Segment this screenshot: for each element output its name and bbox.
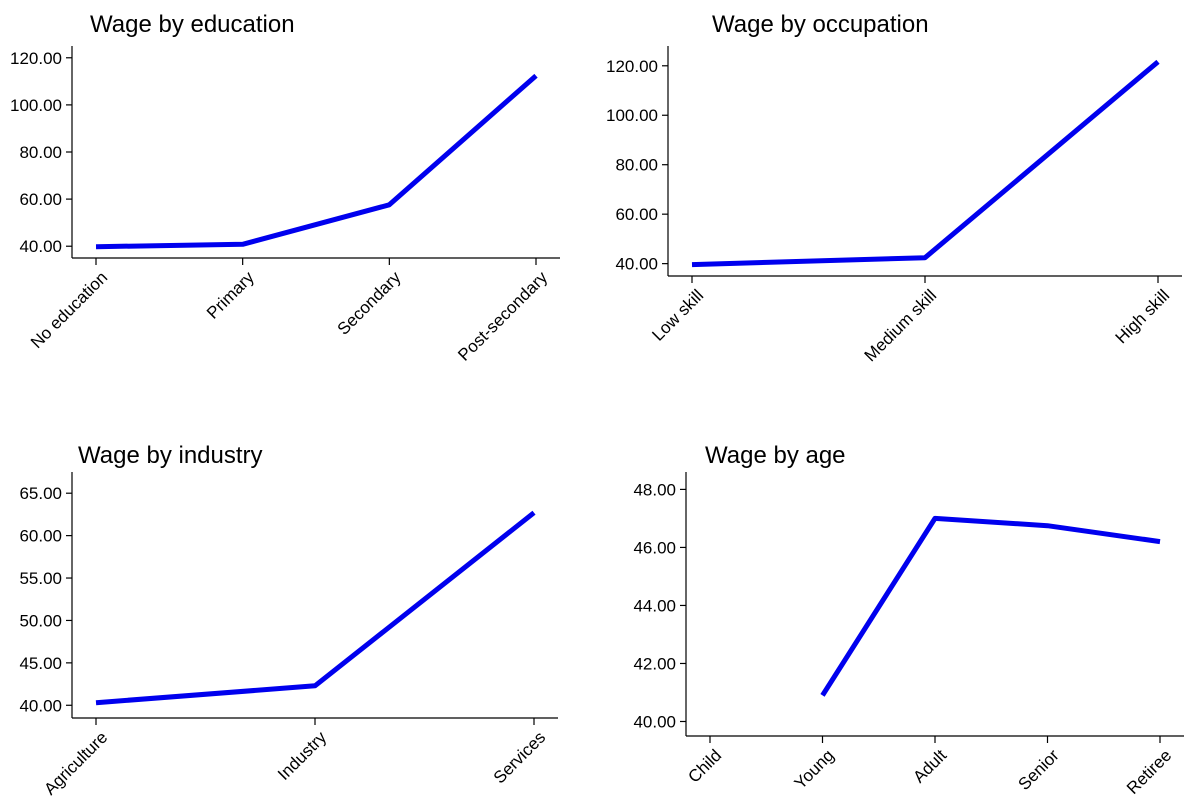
y-tick-label: 40.00	[615, 255, 658, 274]
x-tick-label: Retiree	[1123, 746, 1175, 798]
y-tick-label: 44.00	[633, 596, 676, 615]
x-tick-label: Low skill	[648, 286, 707, 345]
y-tick-label: 40.00	[633, 712, 676, 731]
y-tick-label: 42.00	[633, 654, 676, 673]
series-line	[95, 510, 536, 706]
y-tick-label: 50.00	[19, 611, 62, 630]
chart-title: Wage by education	[90, 11, 295, 38]
x-tick-label: Primary	[203, 267, 258, 322]
y-tick-label: 40.00	[19, 237, 62, 256]
y-tick-label: 40.00	[19, 696, 62, 715]
x-tick-label: Young	[791, 746, 838, 793]
x-tick-label: Services	[490, 728, 550, 788]
chart-title: Wage by occupation	[712, 11, 929, 38]
chart-panel-1: Wage by education 40.00 60.00 80.00 100.00 12…	[10, 11, 560, 365]
x-tick-label: Child	[684, 746, 725, 787]
series-line	[820, 515, 1161, 697]
x-tick-label: Post-secondary	[454, 267, 551, 364]
y-tick-label: 55.00	[19, 569, 62, 588]
chart-panel-2: Wage by occupation 40.00 60.00 80.00 100.00 1…	[606, 11, 1182, 365]
x-tick-label: Secondary	[334, 267, 405, 338]
chart-title: Wage by age	[705, 442, 846, 469]
chart-panel-3: Wage by industry 40.00 45.00 50.00 55.00 60.0…	[19, 442, 558, 799]
y-tick-label: 100.00	[606, 106, 658, 125]
y-tick-label: 65.00	[19, 484, 62, 503]
series-line	[691, 59, 1160, 268]
y-tick-label: 120.00	[10, 49, 62, 68]
x-tick-label: Medium skill	[861, 286, 941, 366]
y-tick-label: 46.00	[633, 538, 676, 557]
x-tick-label: High skill	[1112, 286, 1174, 348]
x-tick-label: Agriculture	[40, 728, 111, 799]
y-tick-label: 100.00	[10, 96, 62, 115]
x-tick-label: Industry	[274, 727, 331, 784]
y-tick-label: 45.00	[19, 654, 62, 673]
y-tick-label: 60.00	[19, 190, 62, 209]
y-tick-label: 80.00	[615, 156, 658, 175]
y-tick-label: 48.00	[633, 480, 676, 499]
y-tick-label: 120.00	[606, 57, 658, 76]
x-tick-label: Adult	[909, 746, 950, 787]
y-tick-label: 60.00	[615, 205, 658, 224]
x-tick-label: Senior	[1015, 746, 1063, 794]
x-tick-label: No education	[27, 268, 111, 352]
series-line	[95, 73, 538, 250]
y-tick-label: 60.00	[19, 527, 62, 546]
chart-panel-4: Wage by age 40.00 42.00 44.00 46.00 48.00 Chil…	[633, 442, 1184, 798]
chart-title: Wage by industry	[78, 442, 263, 469]
y-tick-label: 80.00	[19, 143, 62, 162]
